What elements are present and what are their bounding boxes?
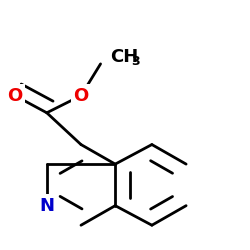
Text: O: O — [74, 87, 88, 105]
Text: CH: CH — [110, 48, 138, 66]
Text: O: O — [8, 87, 22, 105]
Text: 3: 3 — [131, 55, 140, 68]
Text: N: N — [39, 197, 54, 215]
